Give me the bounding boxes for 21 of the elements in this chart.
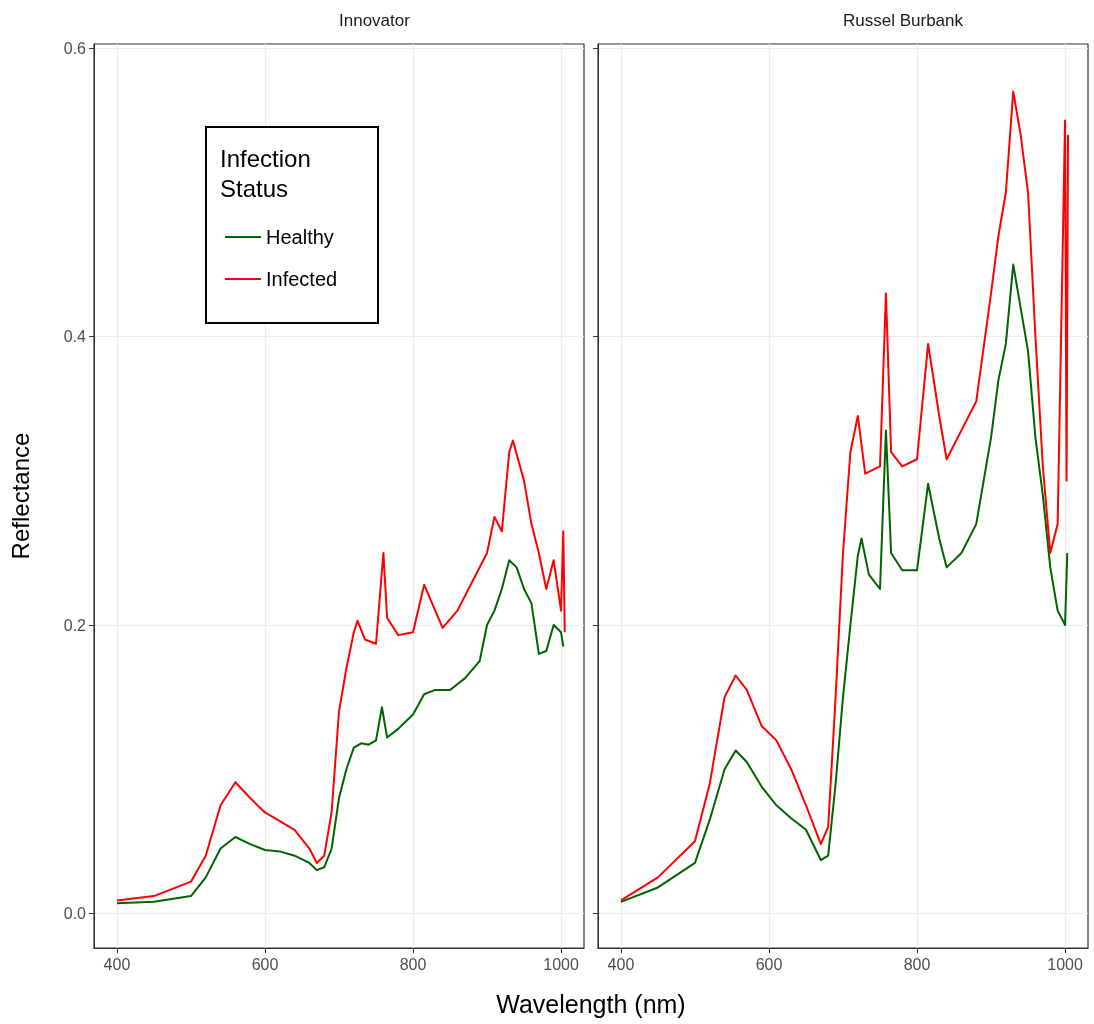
x-tick-label: 800 xyxy=(399,955,427,973)
x-tick-label: 1000 xyxy=(543,955,579,973)
x-tick-label: 400 xyxy=(607,955,635,973)
legend-title: Infection Status xyxy=(220,144,318,202)
legend-label: Healthy xyxy=(266,226,334,248)
x-tick-label: 400 xyxy=(103,955,131,973)
y-tick-label: 0.2 xyxy=(63,616,87,634)
chart-title: Russel Burbank xyxy=(843,11,964,30)
y-axis-title: Reflectance xyxy=(6,432,34,560)
x-tick-label: 1000 xyxy=(1047,955,1083,973)
y-tick-label: 0.6 xyxy=(63,39,87,57)
legend-label: Infected xyxy=(266,268,338,290)
x-tick-label: 600 xyxy=(755,955,783,973)
line-series xyxy=(115,439,566,902)
x-tick-label: 800 xyxy=(903,955,931,973)
y-tick-label: 0.0 xyxy=(63,904,87,922)
line-series xyxy=(115,559,565,905)
y-tick-label: 0.4 xyxy=(63,328,87,346)
x-axis-title: Wavelength (nm) xyxy=(495,990,687,1019)
x-tick-label: 600 xyxy=(251,955,279,973)
chart-title: Innovator xyxy=(339,11,411,30)
